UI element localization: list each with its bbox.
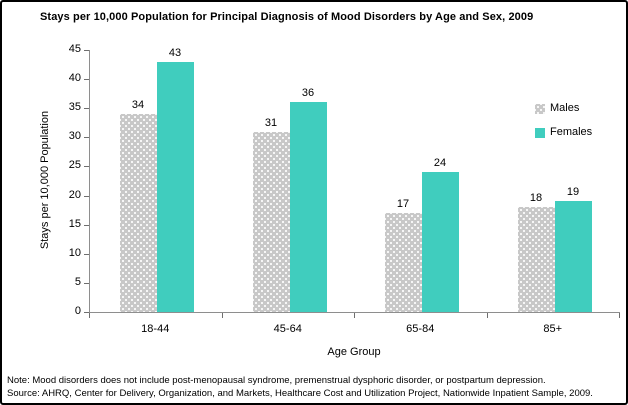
x-tick-mark (354, 313, 355, 318)
bar-with-label: 17 (384, 198, 422, 312)
bar-males-45-64 (252, 132, 290, 312)
y-tick-mark (84, 225, 89, 226)
bar-males-18-44 (119, 114, 157, 312)
bar-value-label: 17 (396, 198, 410, 210)
x-tick-mark (222, 313, 223, 318)
legend-item-males: Males (535, 102, 592, 115)
y-tick-mark (84, 196, 89, 197)
x-category-label: 85+ (543, 323, 563, 335)
y-tick-label: 15 (68, 218, 81, 230)
legend: Males Females (535, 102, 592, 150)
y-tick-label: 20 (68, 189, 81, 201)
bar-with-label: 43 (156, 47, 194, 312)
bar-females-18-44 (156, 62, 194, 312)
legend-label: Males (550, 102, 580, 114)
y-tick-label: 5 (74, 276, 81, 288)
bar-with-label: 34 (119, 99, 157, 312)
bar-with-label: 31 (252, 117, 290, 312)
bar-females-85+ (554, 201, 592, 312)
y-tick-mark (84, 79, 89, 80)
x-tick-mark (487, 313, 488, 318)
bar-value-label: 31 (264, 117, 278, 129)
bar-group: 34 43 (90, 47, 223, 312)
legend-marker-females (535, 127, 545, 138)
x-category-label: 18-44 (141, 323, 170, 335)
y-axis-title: Stays per 10,000 Population (39, 110, 51, 250)
plot-area: 34 43 31 36 17 24 18 19 (89, 47, 621, 313)
bar-value-label: 18 (529, 192, 543, 204)
x-category-label: 65-84 (406, 323, 435, 335)
y-tick-label: 40 (68, 72, 81, 84)
y-tick-mark (84, 50, 89, 51)
y-tick-mark (84, 166, 89, 167)
bar-with-label: 24 (421, 157, 459, 312)
bar-females-65-84 (421, 172, 459, 312)
bar-value-label: 36 (301, 87, 315, 99)
bar-with-label: 36 (289, 87, 327, 312)
y-tick-label: 0 (74, 305, 81, 317)
y-tick-label: 30 (68, 130, 81, 142)
source-text: Source: AHRQ, Center for Delivery, Organ… (7, 388, 593, 399)
bar-group: 17 24 (355, 50, 488, 312)
legend-item-females: Females (535, 126, 592, 139)
x-tick-mark (89, 313, 90, 318)
bar-with-label: 18 (517, 192, 555, 312)
bar-group: 31 36 (223, 50, 356, 312)
y-tick-mark (84, 283, 89, 284)
footnotes: Note: Mood disorders does not include po… (7, 374, 622, 400)
x-category-label: 45-64 (273, 323, 302, 335)
bar-value-label: 43 (168, 47, 182, 59)
bar-value-label: 24 (433, 157, 447, 169)
bar-males-65-84 (384, 213, 422, 312)
y-tick-label: 25 (68, 159, 81, 171)
y-tick-label: 45 (68, 43, 81, 55)
y-tick-mark (84, 108, 89, 109)
y-tick-label: 10 (68, 247, 81, 259)
y-tick-mark (84, 137, 89, 138)
bar-group: 18 19 (488, 50, 621, 312)
legend-marker-males (535, 103, 545, 114)
bar-males-85+ (517, 207, 555, 312)
bar-females-45-64 (289, 102, 327, 312)
legend-label: Females (550, 126, 593, 138)
y-tick-mark (84, 254, 89, 255)
x-axis-category-labels: 18-44 45-64 65-84 85+ (89, 323, 619, 335)
chart-title: Stays per 10,000 Population for Principa… (40, 11, 534, 23)
y-tick-label: 35 (68, 101, 81, 113)
x-axis-title: Age Group (327, 346, 381, 358)
note-text: Note: Mood disorders does not include po… (7, 375, 546, 386)
y-tick-mark (84, 312, 89, 313)
bar-value-label: 34 (131, 99, 145, 111)
bar-with-label: 19 (554, 186, 592, 312)
bar-value-label: 19 (566, 186, 580, 198)
x-tick-mark (619, 313, 620, 318)
